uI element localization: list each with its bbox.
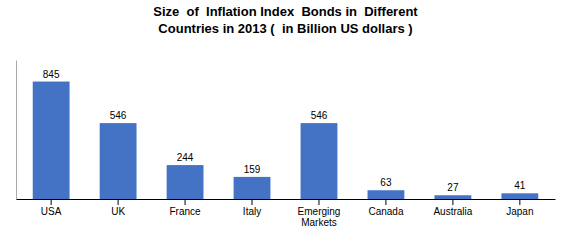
title: Size of Inflation Index Bonds in Differe… — [153, 4, 418, 36]
bar — [301, 123, 338, 199]
x-tick-label-line: Markets — [301, 217, 337, 228]
x-tick: EmergingMarkets — [298, 199, 341, 228]
x-tick-label-line: Canada — [368, 206, 403, 217]
data-label: 159 — [244, 164, 261, 175]
y-axis-line — [16, 61, 17, 200]
bar — [501, 193, 538, 199]
data-label: 27 — [447, 182, 459, 193]
x-tick-label-line: UK — [111, 206, 125, 217]
x-tick: UK — [111, 199, 125, 217]
x-tick-label: Australia — [433, 206, 472, 217]
data-label: 546 — [311, 110, 328, 121]
x-tick-label-line: Japan — [506, 206, 533, 217]
x-tick-mark — [51, 199, 52, 205]
bar — [434, 195, 471, 199]
x-tick-label-line: USA — [41, 206, 62, 217]
x-axis: USA UK France Italy EmergingMarkets Canada Aus… — [17, 199, 556, 228]
x-tick-label: Italy — [243, 206, 261, 217]
bar — [368, 190, 405, 199]
x-tick-mark — [452, 199, 453, 205]
x-tick: Japan — [506, 199, 533, 217]
x-tick-label: Canada — [368, 206, 403, 217]
x-tick: Canada — [368, 199, 403, 217]
data-label: 845 — [43, 69, 60, 80]
x-tick-mark — [318, 199, 319, 205]
x-tick-label-line: France — [170, 206, 202, 217]
x-tick: USA — [41, 199, 62, 217]
x-tick-mark — [385, 199, 386, 205]
x-tick-mark — [118, 199, 119, 205]
title-line: Countries in 2013 ( in Billion US dollar… — [158, 21, 412, 36]
data-label: 546 — [110, 110, 127, 121]
data-labels: 845 546 244 159 546 63 27 41 — [43, 69, 526, 194]
x-axis-line — [17, 199, 556, 200]
x-tick-label: USA — [41, 206, 62, 217]
bar — [100, 123, 137, 199]
data-label: 63 — [380, 177, 392, 188]
x-tick-label: UK — [111, 206, 125, 217]
bar — [167, 165, 204, 199]
x-tick-label-line: Emerging — [298, 206, 341, 217]
bars — [33, 82, 539, 199]
title-line: Size of Inflation Index Bonds in Differe… — [153, 4, 418, 19]
x-tick-mark — [519, 199, 520, 205]
bar — [33, 82, 70, 199]
x-tick-label-line: Italy — [243, 206, 261, 217]
x-tick-label: France — [170, 206, 202, 217]
x-tick-label: EmergingMarkets — [298, 206, 341, 228]
x-tick-label: Japan — [506, 206, 533, 217]
y-axis — [16, 61, 17, 200]
x-tick: Australia — [433, 199, 472, 217]
data-label: 244 — [177, 152, 194, 163]
x-tick: France — [170, 199, 202, 217]
chart: Size of Inflation Index Bonds in Differe… — [0, 0, 571, 241]
x-tick-label-line: Australia — [433, 206, 472, 217]
x-tick: Italy — [243, 199, 261, 217]
x-tick-mark — [252, 199, 253, 205]
x-tick-mark — [185, 199, 186, 205]
plot: 845 546 244 159 546 63 27 41 USA UK France Italy Eme… — [17, 61, 556, 229]
data-label: 41 — [514, 180, 526, 191]
bar — [234, 177, 271, 199]
